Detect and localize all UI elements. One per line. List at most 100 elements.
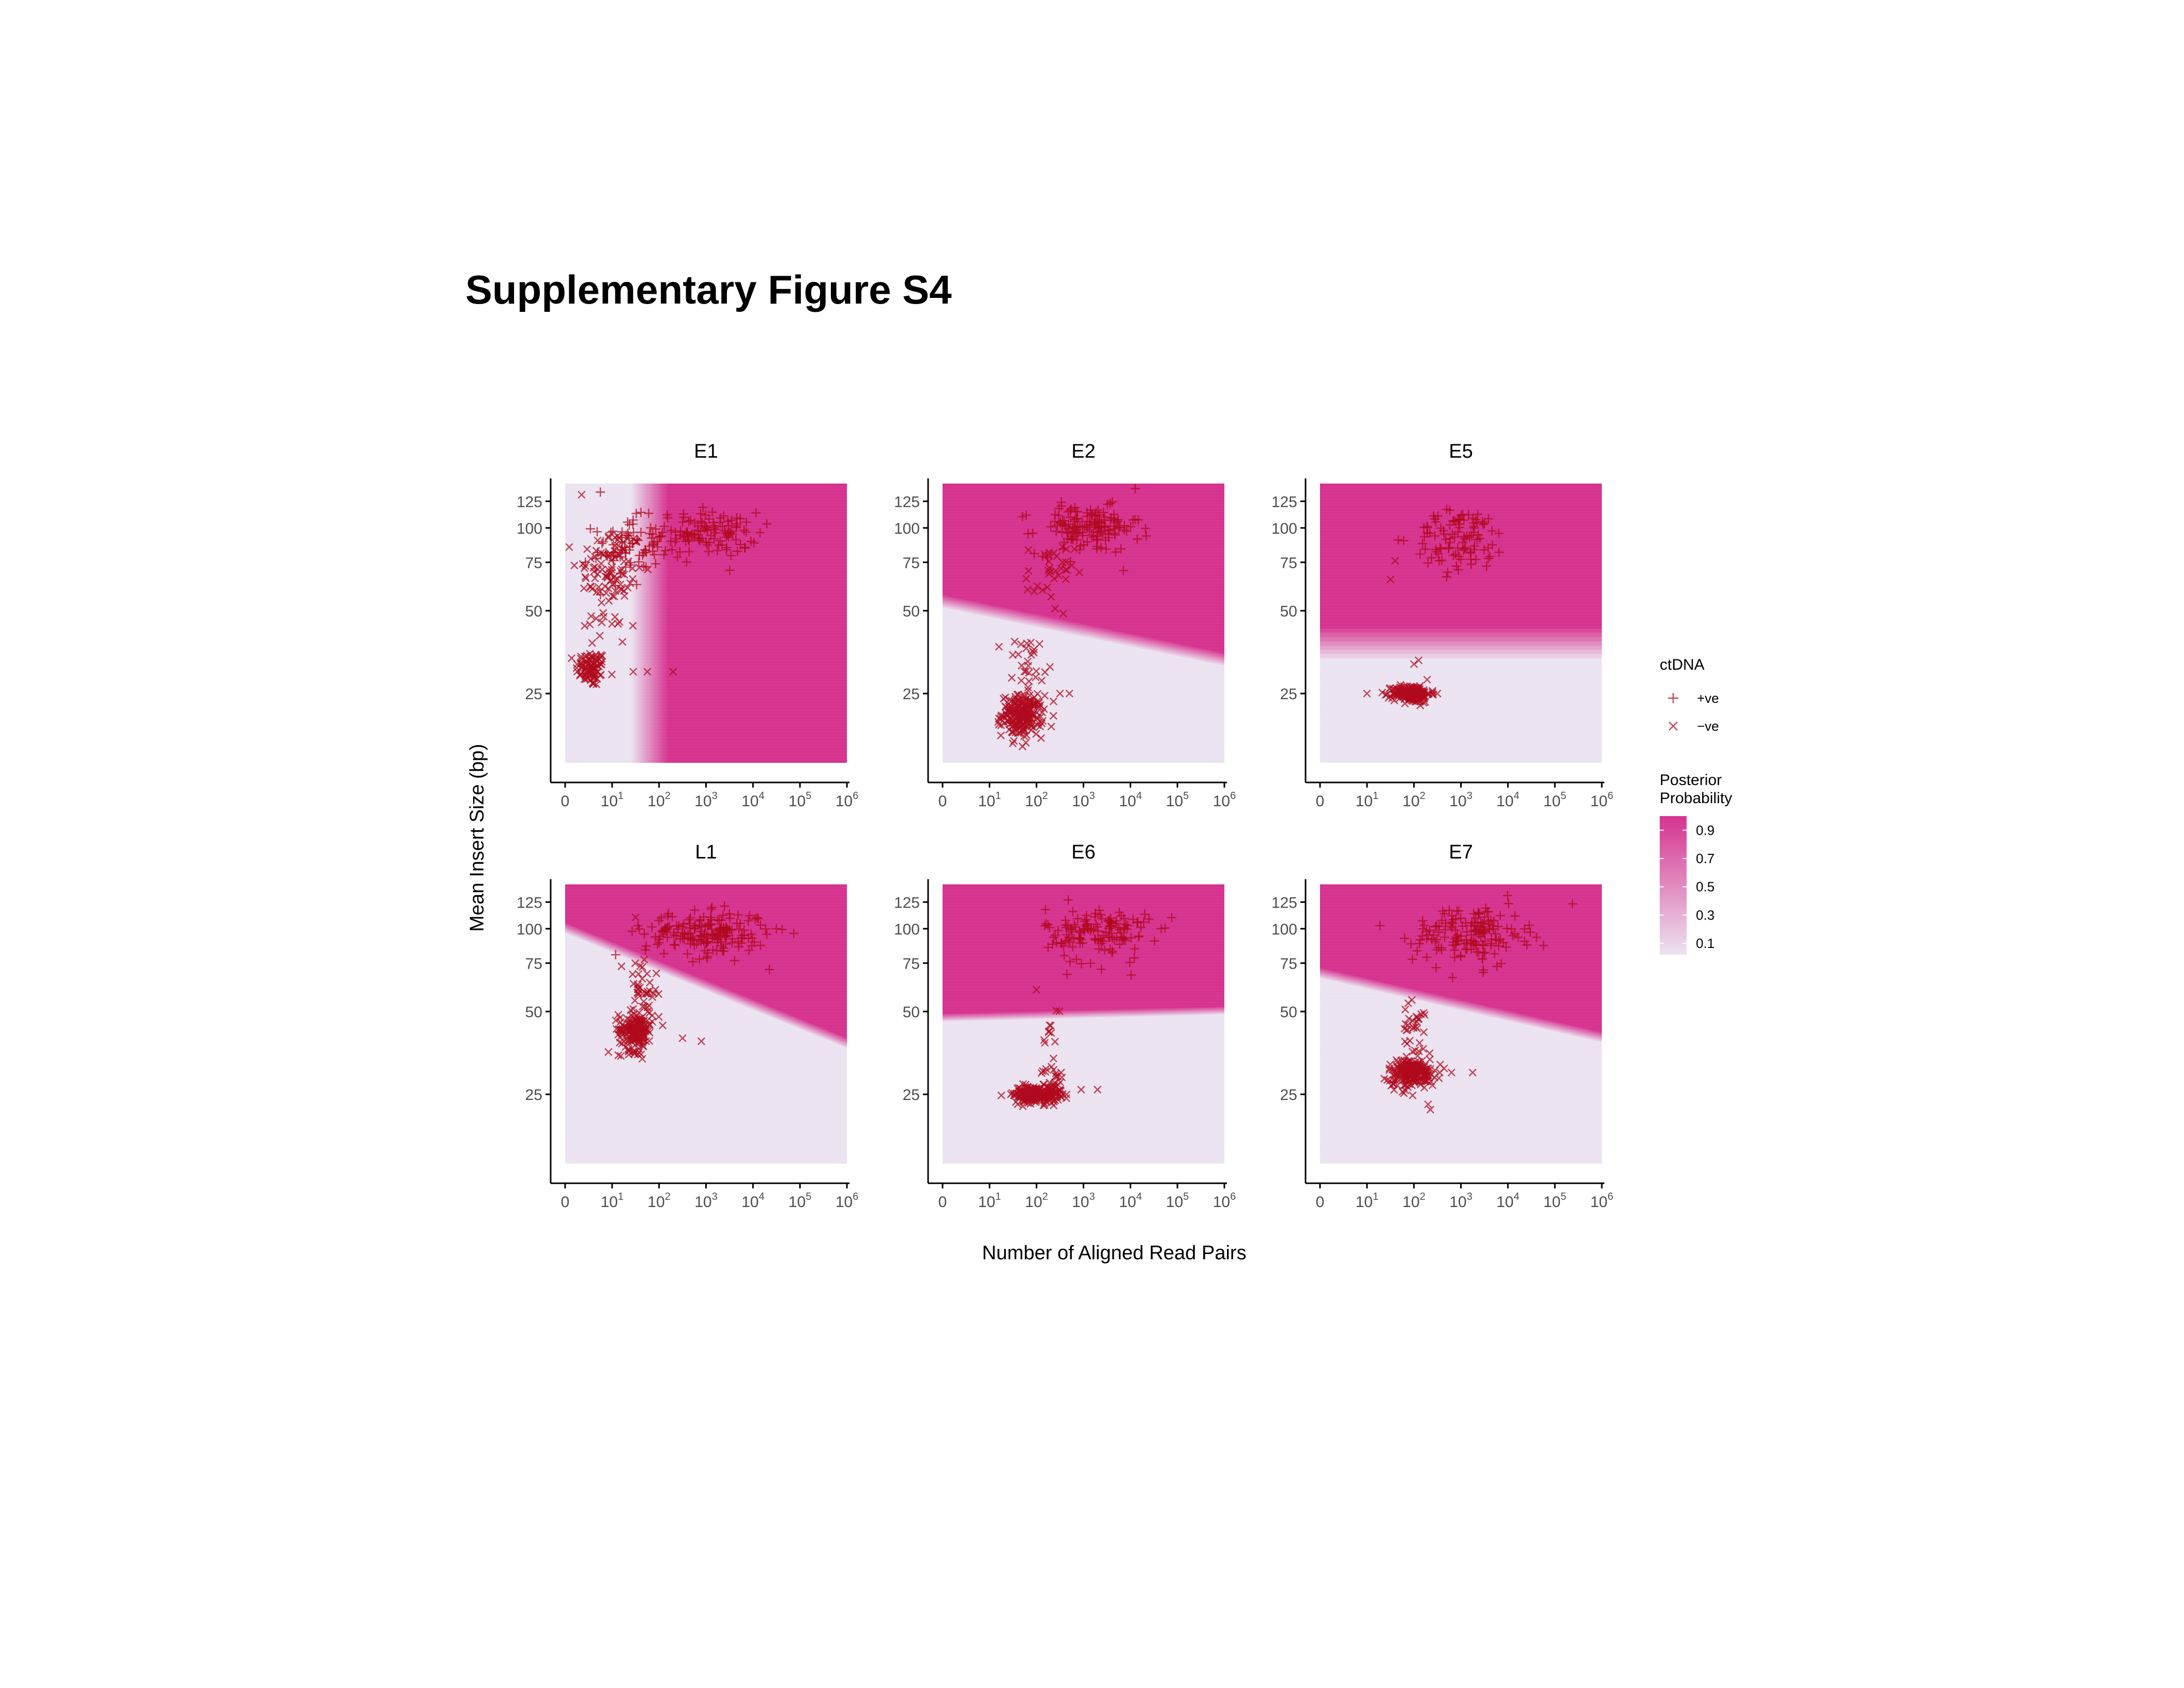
point-negative: [1058, 1073, 1066, 1081]
point-positive: [668, 912, 677, 922]
point-positive: [679, 934, 689, 944]
point-negative: [1040, 1036, 1049, 1044]
point-negative: [587, 554, 595, 563]
point-negative: [611, 587, 619, 595]
point-positive: [733, 547, 742, 556]
point-negative: [628, 1029, 637, 1038]
point-positive: [741, 517, 751, 527]
point-negative: [1424, 1100, 1432, 1108]
point-negative: [602, 589, 610, 597]
point-negative: [1406, 1073, 1414, 1082]
point-positive: [596, 487, 605, 497]
point-negative: [579, 668, 587, 676]
point-negative: [678, 1034, 687, 1043]
point-negative: [634, 970, 643, 978]
point-positive: [1093, 926, 1103, 936]
point-negative: [614, 1051, 623, 1060]
point-negative: [635, 1008, 643, 1017]
point-positive: [761, 924, 770, 934]
point-positive: [1070, 515, 1080, 524]
point-positive: [1494, 547, 1504, 557]
point-positive: [1059, 516, 1069, 525]
point-positive: [1485, 552, 1495, 562]
point-negative: [629, 1005, 638, 1013]
point-positive: [1423, 558, 1433, 568]
panel-title: L1: [695, 841, 717, 863]
data-points: [994, 484, 1151, 750]
point-negative: [580, 564, 588, 572]
point-negative: [1045, 564, 1054, 572]
point-negative: [597, 560, 605, 568]
point-positive: [1090, 510, 1100, 520]
point-positive: [718, 946, 727, 956]
x-tick-label: 102: [1402, 1191, 1425, 1211]
point-positive: [1053, 926, 1063, 936]
point-negative: [1020, 667, 1028, 676]
point-positive: [731, 535, 741, 545]
point-negative: [1045, 548, 1053, 556]
panel-e1: 25 50 75 100 125 0 101 102 103 104 105 106 E1: [517, 441, 858, 810]
point-positive: [656, 913, 666, 923]
point-negative: [617, 962, 626, 971]
point-negative: [652, 969, 660, 977]
point-positive: [1059, 951, 1069, 960]
point-negative: [1024, 686, 1032, 695]
point-positive: [734, 924, 744, 934]
legend-marker-plus: [1668, 693, 1678, 703]
point-positive: [730, 956, 739, 966]
point-positive: [1417, 931, 1427, 941]
point-positive: [623, 517, 632, 527]
point-positive: [1453, 527, 1463, 537]
point-positive: [1076, 959, 1086, 969]
y-tick-label: 75: [525, 554, 542, 571]
point-positive: [621, 562, 631, 572]
point-negative: [646, 978, 654, 987]
point-positive: [1459, 515, 1469, 525]
point-positive: [1448, 919, 1458, 929]
point-positive: [1104, 932, 1114, 942]
y-tick-label: 25: [1280, 1087, 1297, 1104]
point-negative: [626, 1016, 634, 1024]
point-positive: [1057, 528, 1067, 537]
point-negative: [581, 572, 589, 581]
point-positive: [678, 509, 688, 519]
point-positive: [1105, 499, 1115, 508]
point-negative: [1075, 568, 1084, 577]
point-negative: [1386, 692, 1394, 700]
point-positive: [1128, 515, 1138, 525]
point-positive: [1525, 927, 1535, 937]
point-positive: [1446, 921, 1455, 931]
point-negative: [588, 639, 596, 647]
point-positive: [1081, 915, 1091, 925]
x-tick-label: 103: [1072, 790, 1095, 810]
point-positive: [708, 945, 718, 955]
point-positive: [1074, 933, 1084, 943]
x-tick-label: 104: [1119, 1191, 1142, 1211]
point-negative: [1018, 661, 1026, 670]
point-positive: [1461, 918, 1470, 928]
colorbar-tick-label: 0.1: [1696, 936, 1715, 951]
point-negative: [1012, 707, 1020, 715]
point-positive: [725, 913, 735, 923]
point-negative: [997, 731, 1005, 740]
point-negative: [631, 959, 640, 968]
point-positive: [1029, 549, 1039, 559]
point-negative: [598, 652, 606, 660]
point-negative: [995, 642, 1003, 651]
point-negative: [1409, 1023, 1418, 1032]
point-negative: [634, 1033, 643, 1042]
panel-title: E2: [1071, 441, 1095, 462]
point-negative: [1025, 669, 1033, 677]
point-negative: [1032, 730, 1040, 738]
point-positive: [739, 525, 749, 535]
point-positive: [1437, 945, 1447, 955]
point-negative: [1410, 660, 1418, 668]
point-positive: [1056, 498, 1066, 507]
point-negative: [1468, 1068, 1477, 1077]
point-positive: [641, 945, 650, 955]
point-negative: [1408, 1047, 1417, 1056]
point-positive: [1054, 504, 1064, 514]
x-tick-label: 0: [1316, 1194, 1325, 1211]
point-positive: [636, 507, 646, 517]
point-positive: [707, 902, 717, 912]
